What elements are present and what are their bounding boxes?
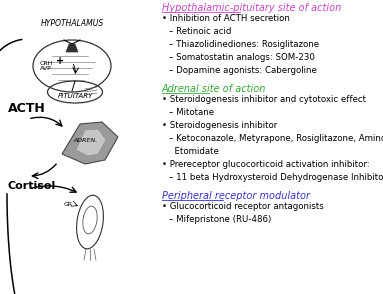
Text: +: + (56, 56, 64, 66)
Text: • Steroidogenesis inhibitor and cytotoxic effect: • Steroidogenesis inhibitor and cytotoxi… (162, 95, 366, 104)
Text: Hypothalamic-pituitary site of action: Hypothalamic-pituitary site of action (162, 3, 341, 13)
Polygon shape (76, 129, 106, 156)
Text: – Dopamine agonists: Cabergoline: – Dopamine agonists: Cabergoline (169, 66, 317, 75)
Text: Etomidate: Etomidate (169, 147, 219, 156)
Text: • Prereceptor glucocorticoid activation inhibitor:: • Prereceptor glucocorticoid activation … (162, 160, 370, 169)
Text: CRH
AVP: CRH AVP (39, 61, 53, 71)
Text: Adrenal site of action: Adrenal site of action (162, 84, 266, 94)
Text: – Mifepristone (RU-486): – Mifepristone (RU-486) (169, 215, 271, 224)
Text: – Mitotane: – Mitotane (169, 108, 214, 117)
Text: ACTH: ACTH (8, 103, 46, 116)
Text: HYPOTHALAMUS: HYPOTHALAMUS (40, 19, 104, 28)
Text: – Retinoic acid: – Retinoic acid (169, 27, 231, 36)
Text: – Thiazolidinediones: Rosiglitazone: – Thiazolidinediones: Rosiglitazone (169, 40, 319, 49)
Text: • Steroidogenesis inhibitor: • Steroidogenesis inhibitor (162, 121, 277, 130)
Text: PITUITARY: PITUITARY (57, 93, 93, 99)
Text: Cortisol: Cortisol (8, 181, 56, 191)
Text: • Inhibition of ACTH secretion: • Inhibition of ACTH secretion (162, 14, 290, 23)
Text: – 11 beta Hydroxysteroid Dehydrogenase Inhibitor: – 11 beta Hydroxysteroid Dehydrogenase I… (169, 173, 383, 182)
Text: – Ketoconazole, Metyrapone, Rosiglitazone, Amino-: – Ketoconazole, Metyrapone, Rosiglitazon… (169, 134, 383, 143)
Text: – Somatostatin analogs: SOM-230: – Somatostatin analogs: SOM-230 (169, 53, 315, 62)
Polygon shape (62, 122, 118, 164)
Text: GR: GR (64, 201, 72, 206)
Polygon shape (66, 44, 78, 52)
Text: • Glucocorticoid receptor antagonists: • Glucocorticoid receptor antagonists (162, 202, 324, 211)
Text: Peripheral receptor modulator: Peripheral receptor modulator (162, 191, 310, 201)
Text: ADREN.: ADREN. (73, 138, 97, 143)
